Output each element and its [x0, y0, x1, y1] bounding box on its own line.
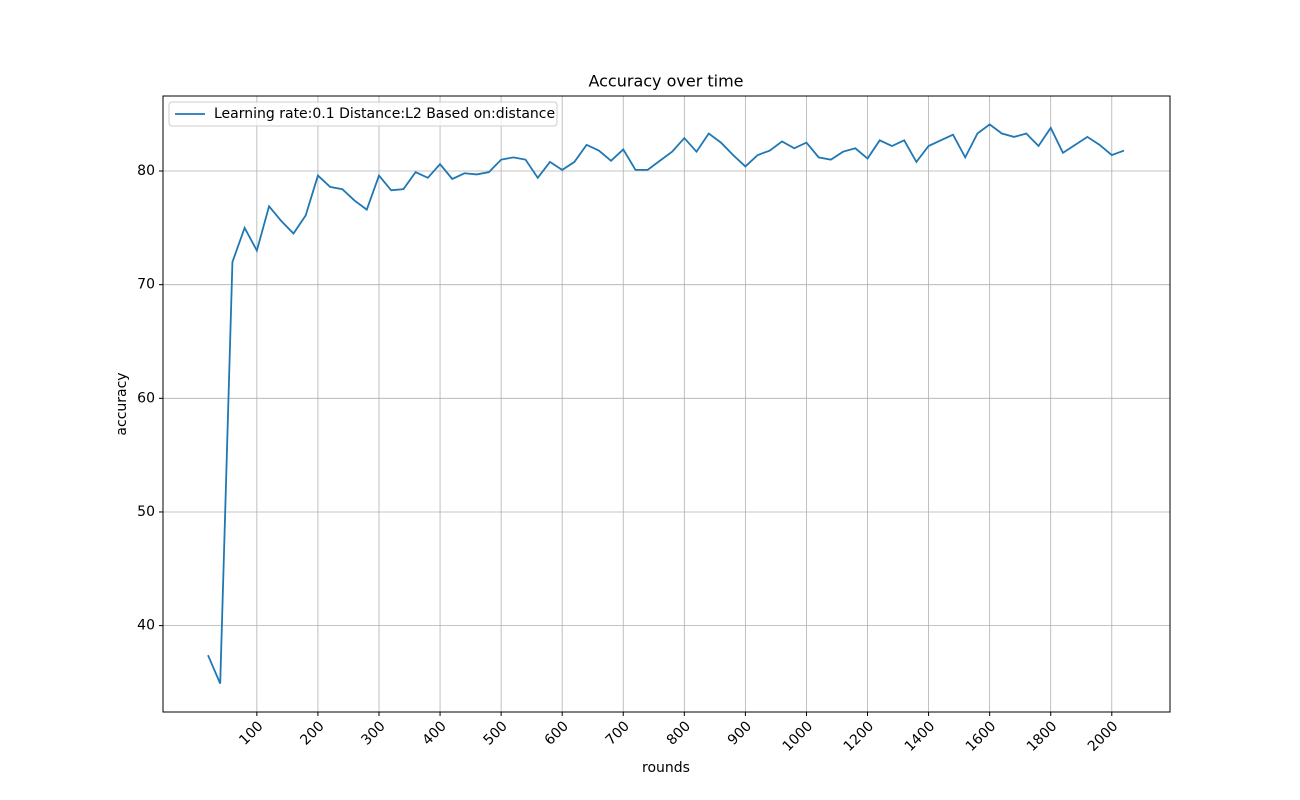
y-tick-label: 60: [137, 390, 155, 406]
legend-box: [168, 101, 558, 127]
y-axis-label: accuracy: [114, 372, 130, 435]
legend-label: Learning rate:0.1 Distance:L2 Based on:d…: [214, 106, 555, 122]
y-tick-label: 50: [137, 504, 155, 520]
x-axis-label: rounds: [642, 760, 690, 776]
y-tick-label: 70: [137, 277, 155, 293]
chart-title: Accuracy over time: [588, 72, 743, 91]
plot-frame: [162, 95, 1171, 713]
data-line: [207, 123, 1125, 684]
y-tick-label: 80: [137, 163, 155, 179]
y-tick-label: 40: [137, 618, 155, 634]
